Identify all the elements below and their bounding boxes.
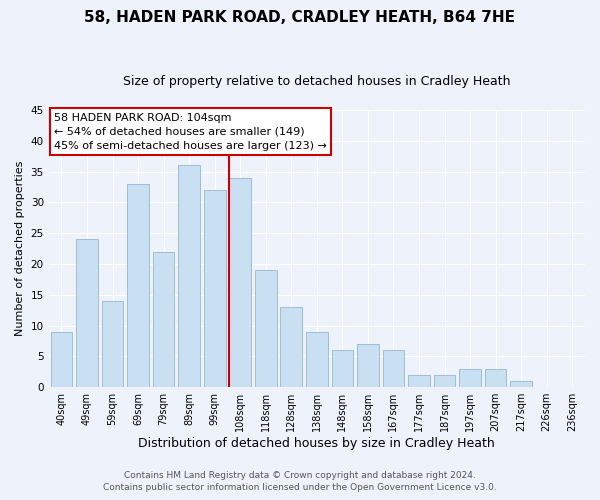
Bar [357,344,379,387]
Bar [76,240,98,387]
Bar [101,301,124,387]
Bar [485,368,506,387]
Bar [229,178,251,387]
Bar [127,184,149,387]
Bar [178,166,200,387]
Bar [434,375,455,387]
Y-axis label: Number of detached properties: Number of detached properties [15,161,25,336]
Text: 58 HADEN PARK ROAD: 104sqm
← 54% of detached houses are smaller (149)
45% of sem: 58 HADEN PARK ROAD: 104sqm ← 54% of deta… [54,113,327,151]
Bar [510,381,532,387]
Bar [459,368,481,387]
Text: Contains HM Land Registry data © Crown copyright and database right 2024.
Contai: Contains HM Land Registry data © Crown c… [103,471,497,492]
Bar [306,332,328,387]
Bar [408,375,430,387]
Bar [153,252,175,387]
Title: Size of property relative to detached houses in Cradley Heath: Size of property relative to detached ho… [123,75,511,88]
X-axis label: Distribution of detached houses by size in Cradley Heath: Distribution of detached houses by size … [139,437,495,450]
Text: 58, HADEN PARK ROAD, CRADLEY HEATH, B64 7HE: 58, HADEN PARK ROAD, CRADLEY HEATH, B64 … [85,10,515,25]
Bar [204,190,226,387]
Bar [255,270,277,387]
Bar [280,307,302,387]
Bar [332,350,353,387]
Bar [50,332,72,387]
Bar [383,350,404,387]
